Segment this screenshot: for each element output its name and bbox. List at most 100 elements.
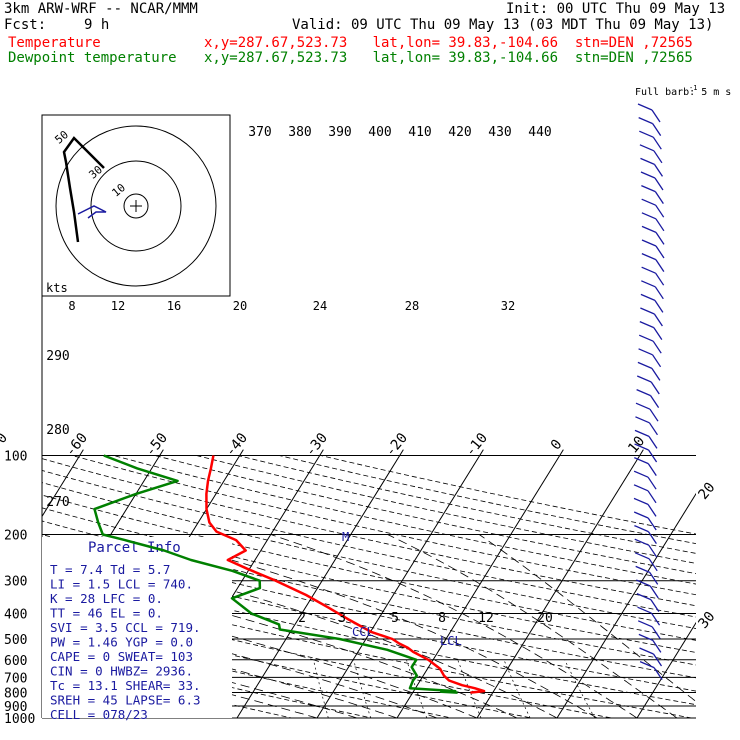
wind-barb — [647, 517, 657, 531]
barb-scale-superscript: -1 — [689, 84, 697, 92]
isotherm-label: 20 — [695, 480, 718, 503]
wind-barbs: Full barb: 5 m s-1 — [633, 84, 731, 680]
isotherm-label: -70 — [0, 430, 11, 460]
wind-barb — [651, 626, 661, 640]
mixing-ratio-label: 3 — [338, 611, 346, 626]
temperature-location: x,y=287.67,523.73 lat,lon= 39.83,-104.66… — [204, 35, 693, 51]
init-time: Init: 00 UTC Thu 09 May 13 — [506, 1, 726, 17]
wind-barb — [655, 245, 665, 259]
dry-adiabat — [42, 641, 374, 718]
theta-label: 370 — [248, 125, 271, 140]
parcel-info-panel — [42, 537, 232, 718]
moist-adiabat — [42, 536, 558, 718]
barb-scale-label: Full barb: 5 m s — [635, 87, 731, 98]
wind-barb — [654, 300, 664, 313]
mixing-ratio-label: 2 — [298, 611, 306, 626]
wind-barb-flag — [640, 171, 656, 179]
wind-barb — [655, 272, 665, 286]
theta-label: 400 — [368, 125, 391, 140]
wind-barb-flag — [640, 293, 656, 301]
isotherm-label: 40 — [695, 738, 718, 740]
wind-barb-flag — [634, 443, 649, 451]
wind-barb-flag — [639, 144, 655, 152]
wind-barb — [654, 191, 664, 204]
wind-barb-flag — [634, 552, 650, 560]
isotherm-line — [42, 449, 84, 518]
dry-adiabat — [72, 455, 696, 596]
parcel-info-row: CELL = 078/23 — [50, 707, 148, 722]
wind-barb — [650, 612, 661, 626]
isotherm-line — [316, 449, 484, 718]
wind-barb-flag — [638, 348, 653, 356]
dry-adiabat — [42, 577, 695, 718]
wind-barb — [647, 504, 657, 517]
wind-barb — [651, 368, 661, 381]
mixing-ratio-label: 5 — [391, 611, 399, 626]
parcel-info-row: PW = 1.46 YGP = 0.0 — [50, 635, 193, 650]
wind-barb — [650, 599, 660, 612]
wind-barb — [648, 436, 658, 449]
isotherm-line — [476, 449, 644, 718]
moist-adiabat — [478, 534, 696, 702]
theta-side-label: 280 — [46, 423, 69, 438]
wind-barb-flag — [637, 103, 653, 111]
wind-barb-flag — [639, 130, 654, 138]
dewpoint-location: x,y=287.67,523.73 lat,lon= 39.83,-104.66… — [204, 50, 693, 66]
wind-barb — [652, 653, 663, 667]
parcel-info-row: CIN = 0 HWBZ= 2936. — [50, 664, 193, 679]
pressure-tick-label: 600 — [4, 654, 27, 669]
wind-barb — [655, 232, 665, 245]
hodograph-ring — [55, 125, 217, 287]
model-title: 3km ARW-WRF -- NCAR/MMM — [4, 1, 198, 17]
wind-barb-flag — [638, 117, 653, 125]
wind-barb-flag — [636, 593, 652, 601]
mixing-ratio-line — [313, 659, 329, 718]
hodograph-ring — [123, 193, 149, 219]
theta-label: 410 — [408, 125, 431, 140]
theta-side-label: 270 — [46, 495, 69, 510]
parcel-info-row: Tc = 13.1 SHEAR= 33. — [50, 678, 201, 693]
dry-adiabat — [42, 520, 696, 666]
wind-barb-flag — [633, 470, 649, 478]
wind-barb-flag — [637, 606, 652, 614]
hodograph-speed-label: 12 — [111, 299, 125, 313]
wind-barb-flag — [634, 538, 650, 546]
pressure-tick-label: 300 — [4, 575, 27, 590]
isotherm-label: 30 — [695, 609, 718, 632]
hodograph-speed-label: 32 — [501, 299, 515, 313]
mixing-ratio-line — [503, 659, 531, 718]
wind-barb-flag — [634, 429, 650, 437]
wind-barb-flag — [638, 334, 654, 342]
hodograph-speed-label: 8 — [68, 299, 75, 313]
wind-barb-flag — [637, 620, 653, 628]
temperature-legend: Temperature — [8, 35, 101, 51]
wind-barb — [652, 136, 662, 150]
parcel-info-row: T = 7.4 Td = 5.7 — [50, 562, 170, 577]
m-marker: M — [342, 530, 349, 544]
mixing-ratio-label: 20 — [537, 611, 553, 626]
pressure-tick-label: 400 — [4, 608, 27, 623]
theta-label: 390 — [328, 125, 351, 140]
wind-barb-flag — [636, 389, 651, 397]
mixing-ratio-line — [353, 659, 372, 718]
pressure-tick-label: 700 — [4, 671, 27, 686]
wind-barb-flag — [638, 633, 654, 641]
hodograph-speed-label: kts — [46, 281, 68, 295]
wind-barb — [648, 422, 658, 436]
wind-barb-flag — [641, 253, 657, 261]
wind-barb-flag — [640, 307, 655, 315]
wind-barb — [648, 544, 658, 558]
moist-adiabat — [42, 602, 438, 718]
dewpoint-legend: Dewpoint temperature — [8, 50, 177, 66]
parcel-info-row: SREH = 45 LAPSE= 6.3 — [50, 693, 201, 708]
wind-barb-flag — [635, 565, 650, 573]
wind-barb — [647, 531, 657, 544]
wind-barb-flag — [636, 375, 652, 383]
wind-barb — [652, 123, 662, 136]
wind-barb — [649, 585, 659, 599]
wind-barb-flag — [639, 321, 655, 329]
mixing-ratio-label: 8 — [438, 611, 446, 626]
forecast-hours: 9 h — [84, 17, 110, 33]
dry-adiabat — [42, 494, 696, 641]
parcel-info-row: K = 28 LFC = 0. — [50, 591, 163, 606]
